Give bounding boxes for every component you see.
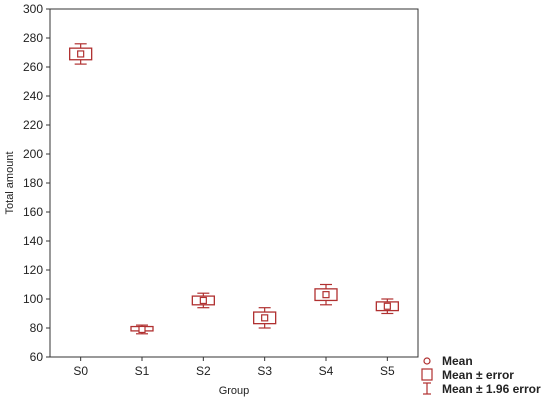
y-axis-label: Total amount <box>4 152 16 215</box>
y-tick-label: 120 <box>23 263 43 277</box>
y-tick-label: 280 <box>23 31 43 45</box>
x-tick-label: S1 <box>135 364 150 378</box>
group-s2 <box>191 292 215 309</box>
x-axis-label: Group <box>219 385 250 397</box>
x-tick-label: S2 <box>196 364 211 378</box>
legend-item: Mean ± error <box>421 368 514 382</box>
y-tick-label: 80 <box>30 321 44 335</box>
plot-area-frame <box>49 8 419 358</box>
y-tick-label: 260 <box>23 60 43 74</box>
group-s3 <box>253 307 277 329</box>
y-tick-label: 160 <box>23 205 43 219</box>
x-tick-label: S5 <box>380 364 395 378</box>
mean-marker <box>322 291 330 299</box>
y-tick-label: 300 <box>23 2 43 16</box>
legend-item: Mean ± 1.96 error <box>423 382 541 396</box>
group-s0 <box>69 43 93 65</box>
mean-marker <box>138 325 146 334</box>
x-axis: S0 S1 S2 S3 S4 S5 <box>73 357 395 378</box>
legend-label: Mean ± error <box>442 368 514 382</box>
y-tick-label: 180 <box>23 176 43 190</box>
chart-marks <box>69 43 399 335</box>
y-tick-label: 140 <box>23 234 43 248</box>
group-s1 <box>130 324 154 335</box>
mean-marker <box>199 296 207 305</box>
mean-marker <box>383 302 391 310</box>
y-axis: 60 80 100 120 140 160 180 200 220 240 260 280 300 <box>23 2 50 364</box>
group-s5 <box>375 298 399 315</box>
y-tick-label: 100 <box>23 292 43 306</box>
y-tick-label: 240 <box>23 89 43 103</box>
x-tick-label: S4 <box>319 364 334 378</box>
mean-marker <box>77 50 85 58</box>
x-tick-label: S3 <box>257 364 272 378</box>
legend-label: Mean ± 1.96 error <box>442 382 541 396</box>
y-tick-label: 60 <box>30 350 44 364</box>
y-tick-label: 200 <box>23 147 43 161</box>
legend-label: Mean <box>442 354 473 368</box>
y-tick-label: 220 <box>23 118 43 132</box>
x-tick-label: S0 <box>73 364 88 378</box>
legend-item: Mean <box>423 354 473 368</box>
mean-marker <box>261 314 269 322</box>
legend-mean-symbol <box>423 357 431 365</box>
group-s4 <box>314 283 338 306</box>
legend-box-symbol <box>421 368 433 381</box>
